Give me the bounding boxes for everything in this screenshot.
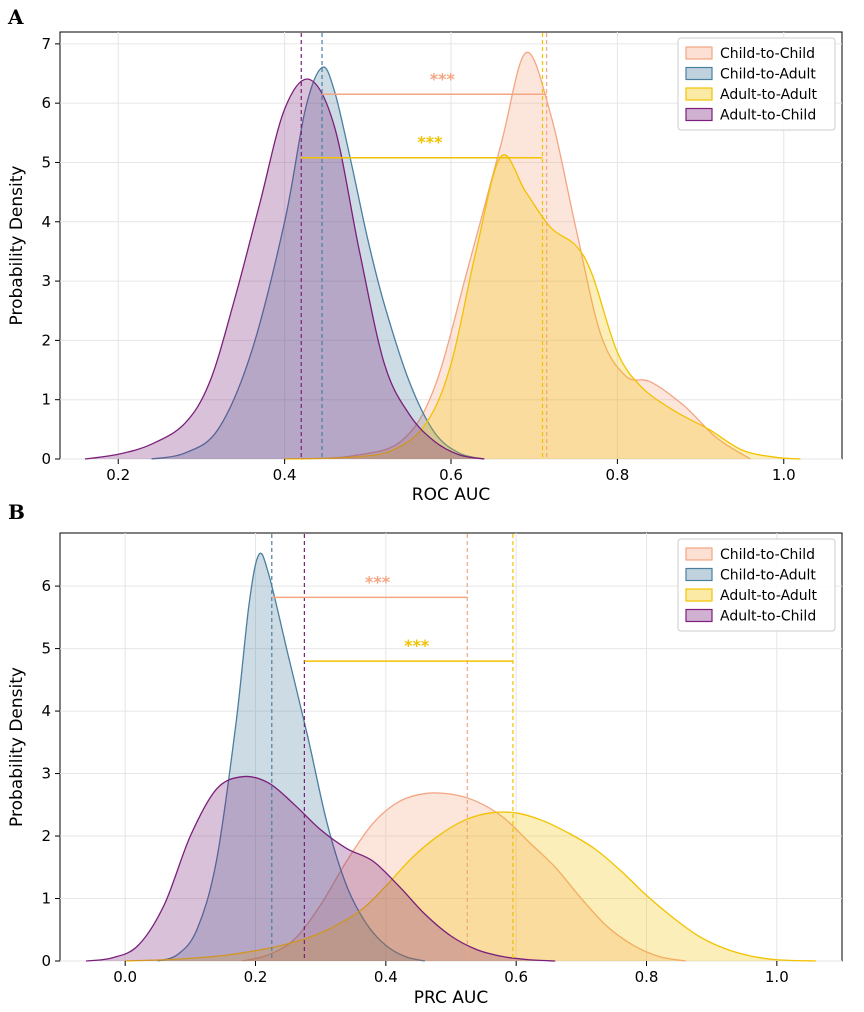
x-tick-label-2: 0.6 [439,466,463,484]
x-tick-label-1: 0.4 [273,466,297,484]
x-tick-label-4: 1.0 [772,466,796,484]
x-tick-label-0: 0.0 [113,968,137,986]
y-tick-label-0: 0 [41,450,51,468]
y-axis-title-b: Probability Density [7,667,27,827]
y-tick-label-6: 6 [41,94,51,112]
annotations-a: *** *** [301,69,547,159]
y-tick-label-0: 0 [41,952,51,970]
y-tick-label-3: 3 [41,272,51,290]
legend-swatch-child-to-adult [685,66,713,81]
y-ticks-a: 0 1 2 3 4 5 6 7 [41,35,60,468]
density-line-adult-to-adult [125,811,816,962]
legend-swatch-adult-to-child [685,608,713,623]
density-line-child-to-child [242,792,686,962]
y-tick-label-3: 3 [41,765,51,783]
legend-label-child-to-child: Child-to-Child [720,46,815,62]
significance-stars-1: *** [417,133,443,152]
legend-box [677,37,836,131]
x-tick-label-3: 0.6 [504,968,528,986]
y-ticks-b: 0 1 2 3 4 5 6 [41,577,60,970]
panel-b: B *** *** 0.0 0.2 0.4 0.6 0.8 1.0 0 1 2 3 4 5 6 PRC … [7,500,843,1008]
y-tick-label-4: 4 [41,213,51,231]
panel-a: A *** *** 0.2 0.4 0.6 0.8 1.0 0 1 2 3 4 5 6 7 ROC AU… [7,5,843,505]
legend-swatch-child-to-adult [685,567,713,582]
y-tick-label-5: 5 [41,640,51,658]
x-tick-label-3: 0.8 [605,466,629,484]
legend-swatch-adult-to-adult [685,87,713,101]
density-fill-adult-to-child [84,78,485,459]
density-areas-b [85,552,816,962]
mean-lines-a [300,33,548,459]
x-axis-title-b: PRC AUC [414,988,488,1008]
legend-label-adult-to-child: Adult-to-Child [720,108,816,124]
significance-stars-0: *** [365,572,391,591]
x-tick-label-1: 0.2 [244,968,268,986]
density-line-child-to-adult [151,66,485,460]
x-tick-label-5: 1.0 [765,968,789,986]
x-ticks-b: 0.0 0.2 0.4 0.6 0.8 1.0 [113,961,789,986]
x-tick-label-0: 0.2 [106,466,130,484]
legend-a: Child-to-Child Child-to-Adult Adult-to-Adu… [677,37,836,131]
y-tick-label-2: 2 [41,827,51,845]
legend-b: Child-to-Child Child-to-Adult Adult-to-Adu… [677,538,836,632]
y-tick-label-7: 7 [41,35,51,53]
y-tick-label-5: 5 [41,153,51,171]
x-tick-label-4: 0.8 [635,968,659,986]
legend-swatch-adult-to-child [685,107,713,122]
legend-label-adult-to-adult: Adult-to-Adult [720,588,818,604]
density-line-adult-to-child [85,775,556,962]
legend-label-child-to-child: Child-to-Child [720,547,815,563]
annotations-b: *** *** [271,572,513,662]
density-fill-child-to-adult [151,67,485,459]
density-fill-adult-to-child [86,776,556,961]
legend-label-child-to-adult: Child-to-Adult [720,568,816,584]
y-axis-title-a: Probability Density [7,166,27,326]
y-tick-label-1: 1 [41,391,51,409]
density-fill-child-to-child [242,792,686,961]
density-line-adult-to-adult [284,154,801,460]
x-tick-label-2: 0.4 [374,968,398,986]
density-fill-child-to-adult [157,553,425,961]
legend-label-adult-to-child: Adult-to-Child [720,609,816,625]
density-fill-child-to-child [301,52,751,459]
significance-stars-1: *** [404,636,430,655]
legend-label-child-to-adult: Child-to-Adult [720,67,816,83]
x-axis-title-a: ROC AUC [412,485,490,505]
legend-label-adult-to-adult: Adult-to-Adult [720,87,818,103]
y-tick-label-1: 1 [41,890,51,908]
mean-lines-b [271,534,514,961]
panel-letter-a: A [7,5,24,29]
density-fill-adult-to-adult [125,811,816,961]
legend-swatch-child-to-child [685,547,713,561]
y-tick-label-6: 6 [41,577,51,595]
y-tick-label-2: 2 [41,331,51,349]
panel-letter-b: B [8,500,25,524]
significance-stars-0: *** [430,69,456,88]
legend-swatch-child-to-child [685,46,713,60]
y-tick-label-4: 4 [41,702,51,720]
legend-swatch-adult-to-adult [685,588,713,602]
density-line-adult-to-child [84,78,485,460]
legend-box [677,538,836,632]
x-ticks-a: 0.2 0.4 0.6 0.8 1.0 [106,459,796,484]
